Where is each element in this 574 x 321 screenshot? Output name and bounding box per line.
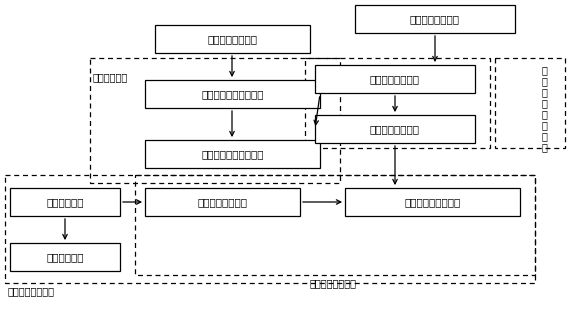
Text: 导: 导 bbox=[541, 109, 547, 119]
Text: 光谱编码处理模块: 光谱编码处理模块 bbox=[310, 278, 357, 288]
Bar bbox=[90, 58, 340, 183]
Bar bbox=[305, 58, 490, 148]
Bar bbox=[315, 115, 475, 143]
Bar bbox=[495, 58, 565, 148]
Text: 出: 出 bbox=[541, 120, 547, 130]
Text: 谱: 谱 bbox=[541, 76, 547, 86]
Text: 光谱编码云端存储模块: 光谱编码云端存储模块 bbox=[201, 89, 263, 99]
Text: 光谱扫描模块: 光谱扫描模块 bbox=[46, 197, 84, 207]
Text: 光谱编码查询模块: 光谱编码查询模块 bbox=[197, 197, 247, 207]
Bar bbox=[5, 175, 535, 283]
Bar bbox=[355, 5, 515, 33]
Text: 模: 模 bbox=[541, 131, 547, 141]
Bar bbox=[145, 140, 320, 168]
Text: 块: 块 bbox=[541, 142, 547, 152]
Bar bbox=[145, 80, 320, 108]
Bar bbox=[315, 65, 475, 93]
Text: 光谱图像调取模块: 光谱图像调取模块 bbox=[370, 124, 420, 134]
Bar bbox=[10, 188, 120, 216]
Bar bbox=[345, 188, 520, 216]
Bar bbox=[155, 25, 310, 53]
Text: 光谱采集模块: 光谱采集模块 bbox=[46, 252, 84, 262]
Text: 光谱存储模块: 光谱存储模块 bbox=[93, 72, 128, 82]
Text: 光谱图像合成模块: 光谱图像合成模块 bbox=[370, 74, 420, 84]
Text: 光谱编码数据库模块: 光谱编码数据库模块 bbox=[404, 197, 460, 207]
Text: 光谱图像调取模块: 光谱图像调取模块 bbox=[8, 286, 55, 296]
Bar bbox=[145, 188, 300, 216]
Text: 光: 光 bbox=[541, 65, 547, 75]
Bar bbox=[10, 243, 120, 271]
Text: 光谱数据查询模块: 光谱数据查询模块 bbox=[207, 34, 258, 44]
Text: 光谱图像显示模块: 光谱图像显示模块 bbox=[410, 14, 460, 24]
Bar bbox=[135, 175, 535, 275]
Text: 光谱编码顺序采集模块: 光谱编码顺序采集模块 bbox=[201, 149, 263, 159]
Text: 图: 图 bbox=[541, 87, 547, 97]
Text: 像: 像 bbox=[541, 98, 547, 108]
